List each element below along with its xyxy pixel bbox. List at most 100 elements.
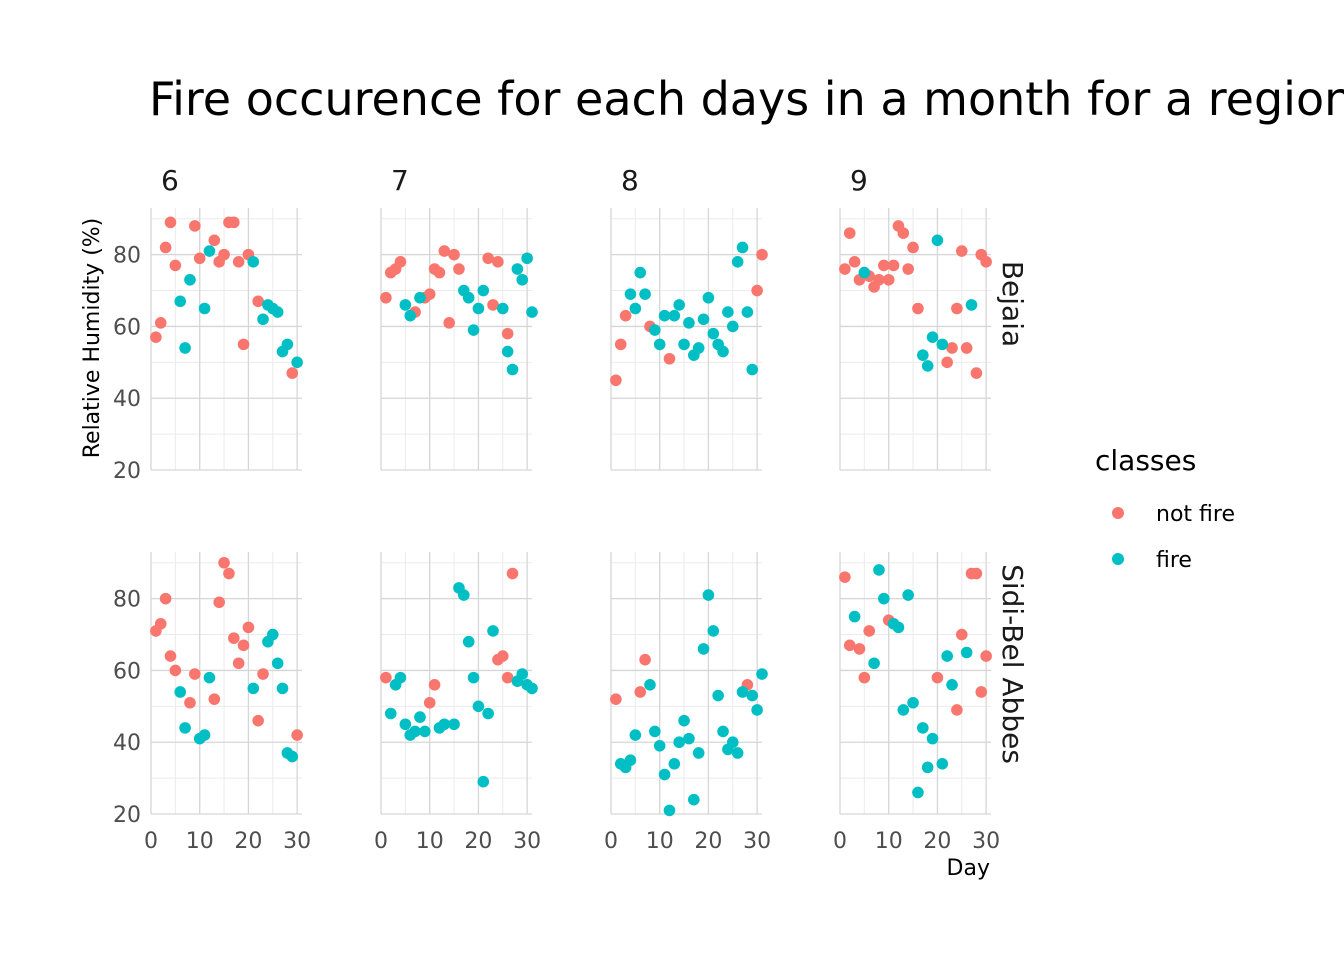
point-not-fire (878, 259, 890, 272)
point-fire (624, 754, 637, 766)
point-fire (663, 804, 676, 817)
point-not-fire (252, 295, 264, 308)
y-tick-label: 20 (113, 459, 141, 484)
facet-panel (610, 552, 768, 817)
legend-entries: not fire fire (1112, 502, 1235, 573)
x-tick-label: 30 (972, 829, 1000, 854)
point-not-fire (501, 327, 514, 340)
legend-label: not fire (1156, 502, 1235, 527)
y-tick-label: 40 (113, 731, 141, 756)
point-fire (707, 625, 720, 637)
point-fire (438, 718, 451, 731)
point-not-fire (208, 234, 221, 247)
x-tick-label: 0 (833, 829, 847, 854)
point-fire (926, 331, 939, 344)
point-not-fire (380, 291, 392, 304)
point-not-fire (882, 273, 895, 286)
point-not-fire (453, 263, 465, 275)
facet-row-label: Sidi-Bel Abbes (996, 564, 1029, 764)
point-not-fire (496, 650, 509, 662)
point-not-fire (433, 266, 446, 279)
point-not-fire (438, 245, 451, 257)
point-fire (184, 273, 196, 286)
point-fire (868, 657, 880, 670)
point-fire (276, 682, 289, 695)
facet-row-label: Bejaia (996, 261, 1029, 347)
facet-panels: 6 20 40 60 80 7 8 9 Bejaia 20 40 60 80 0 10 20 30 0 10 20 30… (113, 164, 1029, 854)
point-not-fire (423, 288, 436, 300)
point-not-fire (839, 263, 851, 275)
point-fire (458, 589, 470, 601)
point-fire (921, 360, 934, 372)
x-tick-label: 30 (283, 829, 311, 854)
facet-panel (380, 208, 538, 471)
point-fire (726, 736, 739, 749)
point-not-fire (159, 241, 172, 254)
panel-points (839, 220, 992, 379)
facet-col-label: 7 (391, 164, 409, 197)
point-not-fire (663, 352, 676, 365)
x-tick-label: 20 (694, 829, 722, 854)
facet-panel (150, 208, 303, 471)
x-tick-label: 0 (144, 829, 158, 854)
point-fire (506, 363, 519, 376)
x-tick-label: 20 (464, 829, 492, 854)
point-fire (936, 338, 949, 351)
point-fire (174, 686, 187, 698)
point-fire (467, 324, 480, 336)
point-fire (521, 252, 533, 265)
point-fire (873, 564, 885, 576)
point-fire (736, 686, 749, 698)
point-not-fire (912, 302, 924, 315)
point-fire (892, 621, 905, 634)
point-not-fire (839, 571, 851, 583)
point-fire (931, 234, 944, 247)
point-fire (394, 671, 407, 684)
legend: classes not fire fire (1095, 444, 1235, 573)
point-not-fire (380, 671, 392, 684)
y-tick-label: 60 (113, 315, 141, 340)
x-tick-label: 20 (923, 829, 951, 854)
point-fire (384, 707, 397, 720)
point-fire (697, 313, 710, 326)
point-fire (741, 306, 754, 318)
point-not-fire (843, 227, 856, 239)
point-fire (198, 302, 211, 315)
point-fire (917, 722, 929, 734)
point-fire (448, 718, 460, 731)
point-not-fire (252, 714, 264, 727)
point-not-fire (232, 256, 245, 268)
panel-grid (150, 208, 302, 471)
point-fire (688, 793, 700, 806)
point-fire (653, 338, 666, 351)
point-not-fire (492, 256, 504, 268)
point-fire (179, 722, 191, 734)
point-fire (286, 750, 299, 763)
point-fire (668, 757, 681, 770)
point-fire (477, 775, 490, 788)
point-fire (946, 678, 958, 691)
point-not-fire (902, 263, 914, 275)
y-tick-label: 20 (113, 803, 141, 828)
point-not-fire (941, 356, 953, 369)
panel-points (150, 556, 303, 763)
point-not-fire (482, 252, 494, 265)
point-fire (917, 349, 929, 361)
panel-points (839, 564, 992, 799)
point-not-fire (863, 625, 876, 637)
point-not-fire (189, 668, 201, 680)
point-fire (746, 363, 759, 376)
point-not-fire (858, 671, 871, 684)
point-fire (629, 302, 642, 315)
point-fire (639, 288, 651, 300)
point-not-fire (286, 367, 299, 379)
y-tick-label: 80 (113, 244, 141, 269)
y-tick-label: 60 (113, 659, 141, 684)
x-tick-label: 10 (416, 829, 444, 854)
point-fire (731, 256, 744, 268)
point-fire (722, 306, 734, 318)
point-fire (702, 291, 715, 304)
point-not-fire (955, 628, 968, 641)
point-fire (526, 682, 538, 695)
x-tick-label: 10 (646, 829, 674, 854)
